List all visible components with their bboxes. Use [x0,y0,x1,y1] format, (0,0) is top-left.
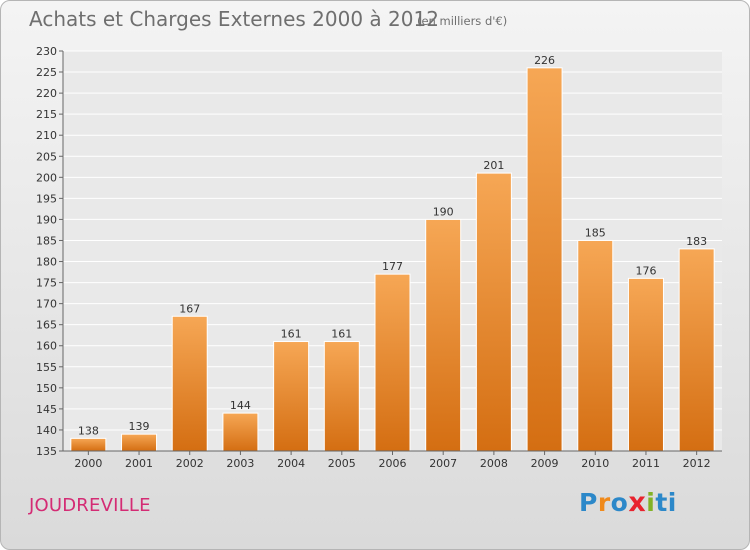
data-label: 176 [635,264,656,277]
bar [70,437,107,452]
x-tick-label: 2005 [328,457,356,470]
y-tick-label: 145 [36,403,57,416]
y-tick-label: 190 [36,213,57,226]
data-label: 226 [534,54,555,67]
y-tick-label: 135 [36,445,57,458]
bar [425,218,462,452]
x-tick-label: 2006 [379,457,407,470]
y-tick-label: 205 [36,150,57,163]
y-tick-label: 175 [36,277,57,290]
y-tick-label: 160 [36,340,57,353]
data-label: 161 [281,328,302,341]
data-label: 190 [433,205,454,218]
y-tick-label: 200 [36,171,57,184]
x-tick-label: 2003 [226,457,254,470]
data-label: 161 [331,328,352,341]
chart-unit-label: (en milliers d'€) [417,14,508,28]
y-tick-label: 230 [36,45,57,58]
bar [577,239,614,452]
x-axis: 2000 2001 2002 2003 2004 2005 2006 2007 2008 2009… [63,450,722,470]
x-tick-label: 2001 [125,457,153,470]
x-tick-label: 2002 [176,457,204,470]
y-tick-label: 220 [36,87,57,100]
data-label: 139 [129,420,150,433]
y-axis: 135 140 145 150 155 160 165 170 175 180 185 190 195 2… [36,45,64,458]
x-tick-label: 2007 [429,457,457,470]
y-tick-label: 210 [36,129,57,142]
data-label: 138 [78,424,99,437]
data-label: 201 [483,159,504,172]
bar [121,433,158,452]
data-label: 177 [382,260,403,273]
x-tick-label: 2011 [632,457,660,470]
bar [171,315,208,452]
y-tick-label: 185 [36,234,57,247]
bar [678,248,715,452]
commune-name: JOUDREVILLE [29,495,151,516]
logo-letter: i [646,488,656,517]
bar [222,412,259,452]
x-tick-label: 2008 [480,457,508,470]
logo-letter: ti [655,488,677,517]
y-tick-label: 140 [36,424,57,437]
data-label: 183 [686,235,707,248]
logo-letter: x [628,487,647,518]
data-label: 185 [585,226,606,239]
y-tick-label: 150 [36,382,57,395]
y-tick-label: 180 [36,256,57,269]
x-tick-label: 2000 [74,457,102,470]
bar [323,341,360,452]
y-tick-label: 165 [36,319,57,332]
y-tick-label: 170 [36,298,57,311]
y-tick-label: 215 [36,108,57,121]
x-tick-label: 2010 [581,457,609,470]
y-tick-label: 155 [36,361,57,374]
bar [526,67,563,452]
bars [70,67,715,452]
y-tick-label: 225 [36,66,57,79]
logo-letter: r [597,488,611,517]
data-label: 144 [230,399,251,412]
data-labels: 138 139 167 144 161 161 177 190 201 226 185 176 183 [78,54,707,438]
x-tick-label: 2009 [531,457,559,470]
logo-letter: P [579,488,598,517]
x-tick-label: 2004 [277,457,305,470]
x-tick-label: 2012 [683,457,711,470]
chart-title: Achats et Charges Externes 2000 à 2012 [29,7,439,31]
data-label: 167 [179,302,200,315]
y-tick-label: 195 [36,192,57,205]
bar [273,341,310,452]
bar [627,277,664,452]
logo-letter: o [610,488,629,517]
bar [374,273,411,452]
proxiti-logo: Proxiti [579,487,677,518]
bar [475,172,512,452]
